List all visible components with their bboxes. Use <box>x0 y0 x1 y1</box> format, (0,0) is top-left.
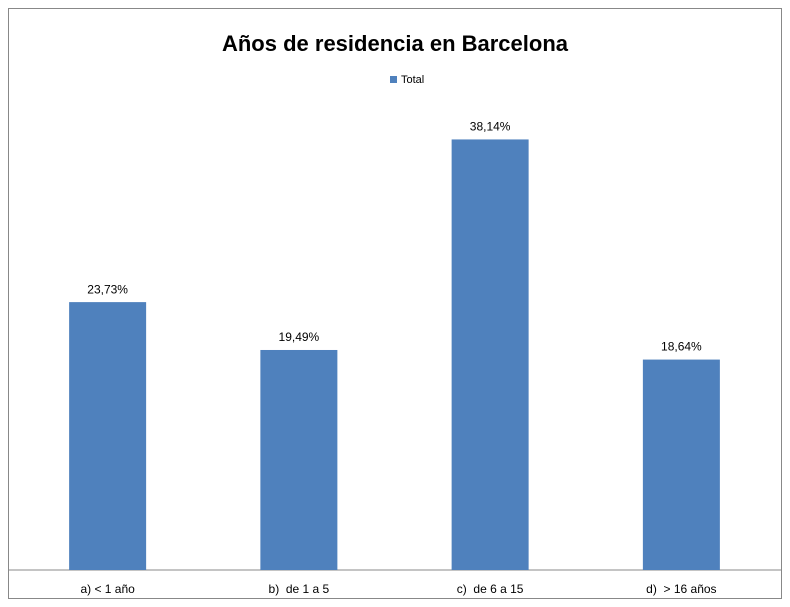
x-tick-label: a) < 1 año <box>80 582 135 596</box>
value-label: 18,64% <box>661 340 702 354</box>
bar <box>69 302 147 570</box>
legend-label: Total <box>401 74 424 86</box>
bar <box>260 349 338 570</box>
chart-title: Años de residencia en Barcelona <box>222 31 569 56</box>
x-tick-label: b) de 1 a 5 <box>269 582 330 596</box>
bar <box>642 359 720 570</box>
value-label: 19,49% <box>279 330 320 344</box>
value-label: 23,73% <box>87 282 128 296</box>
legend-swatch <box>390 76 397 83</box>
bar <box>451 139 529 570</box>
value-label: 38,14% <box>470 120 511 134</box>
x-tick-label: d) > 16 años <box>646 582 716 596</box>
x-tick-label: c) de 6 a 15 <box>457 582 524 596</box>
